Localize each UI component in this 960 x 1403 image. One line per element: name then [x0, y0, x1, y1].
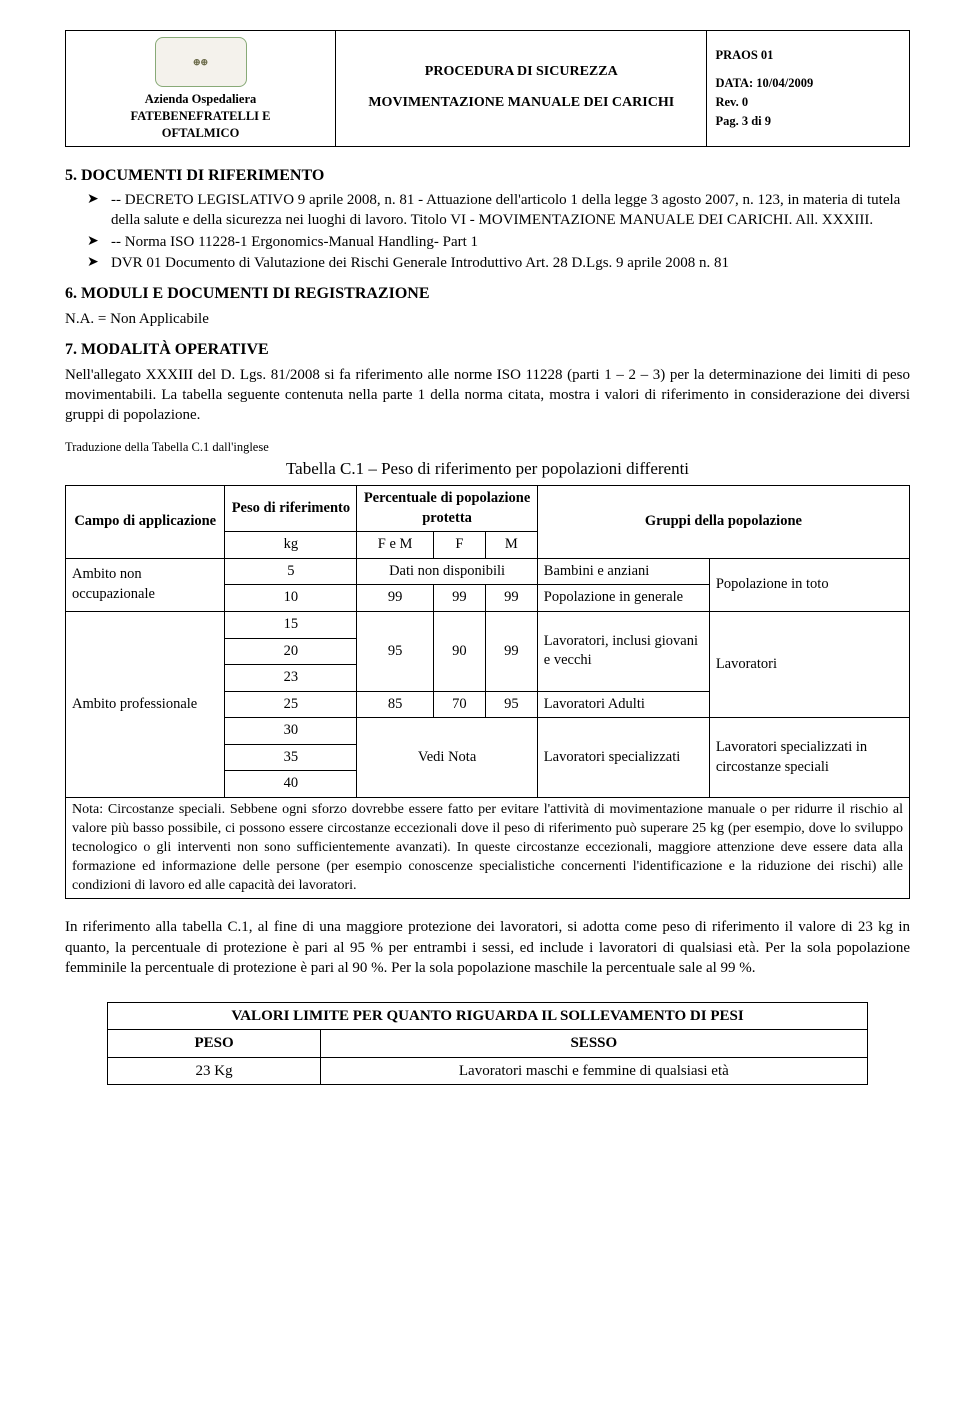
table-c1-title: Tabella C.1 – Peso di riferimento per po…: [65, 458, 910, 481]
table-c1-note: Nota: Circostanze speciali. Sebbene ogni…: [66, 797, 910, 898]
cell-pop-toto: Popolazione in toto: [709, 558, 909, 611]
unit-kg: kg: [225, 532, 357, 559]
section-7-body: Nell'allegato XXXIII del D. Lgs. 81/2008…: [65, 365, 910, 426]
cell-gruppo: Lavoratori, inclusi giovani e vecchi: [537, 612, 709, 692]
ambito-non-label: Ambito non occupazionale: [66, 558, 225, 611]
list-item: DVR 01 Documento di Valutazione dei Risc…: [87, 253, 910, 273]
cell-kg: 35: [225, 744, 357, 771]
unit-f: F: [433, 532, 485, 559]
cell-lavoratori: Lavoratori: [709, 612, 909, 718]
doc-header: ⊕⊕ Azienda Ospedaliera FATEBENEFRATELLI …: [65, 30, 910, 147]
cell-fem: 85: [357, 691, 434, 718]
cell-gruppo-spec: Lavoratori specializzati: [537, 718, 709, 798]
cell-gruppo: Lavoratori Adulti: [537, 691, 709, 718]
cell-perc: Dati non disponibili: [357, 558, 537, 585]
limits-h-sesso: SESSO: [320, 1030, 867, 1057]
org-logo: ⊕⊕: [155, 37, 247, 87]
cell-f: 99: [433, 585, 485, 612]
col-campo: Campo di applicazione: [74, 513, 216, 529]
cell-fem: 99: [357, 585, 434, 612]
cell-gruppo: Popolazione in generale: [537, 585, 709, 612]
col-peso: Peso di riferimento: [232, 500, 350, 516]
unit-m: M: [485, 532, 537, 559]
cell-kg: 23: [225, 665, 357, 692]
section-5-title: 5. DOCUMENTI DI RIFERIMENTO: [65, 165, 910, 187]
limits-v-peso: 23 Kg: [108, 1057, 321, 1084]
cell-kg: 20: [225, 638, 357, 665]
col-gruppi: Gruppi della popolazione: [645, 513, 802, 529]
cell-kg: 10: [225, 585, 357, 612]
cell-gruppo: Bambini e anziani: [537, 558, 709, 585]
doc-title: MOVIMENTAZIONE MANUALE DEI CARICHI: [342, 94, 700, 113]
cell-m: 95: [485, 691, 537, 718]
doc-date: DATA: 10/04/2009: [715, 75, 901, 92]
org-name-2: FATEBENEFRATELLI E: [72, 108, 329, 125]
section-7-title: 7. MODALITÀ OPERATIVE: [65, 339, 910, 361]
cell-kg: 30: [225, 718, 357, 745]
section-6-title: 6. MODULI E DOCUMENTI DI REGISTRAZIONE: [65, 283, 910, 305]
cell-fem: 95: [357, 612, 434, 692]
cell-f: 70: [433, 691, 485, 718]
org-name-1: Azienda Ospedaliera: [72, 91, 329, 108]
col-perc: Percentuale di popolazione protetta: [364, 490, 530, 526]
cell-kg: 25: [225, 691, 357, 718]
table-c1-caption: Traduzione della Tabella C.1 dall'ingles…: [65, 439, 910, 456]
cell-vedi-nota: Vedi Nota: [357, 718, 537, 798]
list-item: -- DECRETO LEGISLATIVO 9 aprile 2008, n.…: [87, 190, 910, 231]
after-table-para: In riferimento alla tabella C.1, al fine…: [65, 917, 910, 978]
org-name-3: OFTALMICO: [72, 125, 329, 142]
ambito-prof-label: Ambito professionale: [66, 612, 225, 798]
limits-v-sesso: Lavoratori maschi e femmine di qualsiasi…: [320, 1057, 867, 1084]
cell-m: 99: [485, 612, 537, 692]
cell-kg: 40: [225, 771, 357, 798]
table-c1: Campo di applicazione Peso di riferiment…: [65, 485, 910, 899]
cell-m: 99: [485, 585, 537, 612]
unit-fem: F e M: [357, 532, 434, 559]
section-6-body: N.A. = Non Applicabile: [65, 309, 910, 329]
doc-rev: Rev. 0: [715, 94, 901, 111]
cell-kg: 15: [225, 612, 357, 639]
cell-kg: 5: [225, 558, 357, 585]
doc-code: PRAOS 01: [715, 47, 901, 64]
cell-lav-spec-circ: Lavoratori specializzati in circostanze …: [709, 718, 909, 798]
doc-type: PROCEDURA DI SICUREZZA: [342, 63, 700, 82]
cell-f: 90: [433, 612, 485, 692]
limits-title: VALORI LIMITE PER QUANTO RIGUARDA IL SOL…: [108, 1003, 868, 1030]
limits-table: VALORI LIMITE PER QUANTO RIGUARDA IL SOL…: [107, 1002, 868, 1085]
doc-page: Pag. 3 di 9: [715, 113, 901, 130]
list-item: -- Norma ISO 11228-1 Ergonomics-Manual H…: [87, 232, 910, 252]
section-5-list: -- DECRETO LEGISLATIVO 9 aprile 2008, n.…: [87, 190, 910, 273]
limits-h-peso: PESO: [108, 1030, 321, 1057]
